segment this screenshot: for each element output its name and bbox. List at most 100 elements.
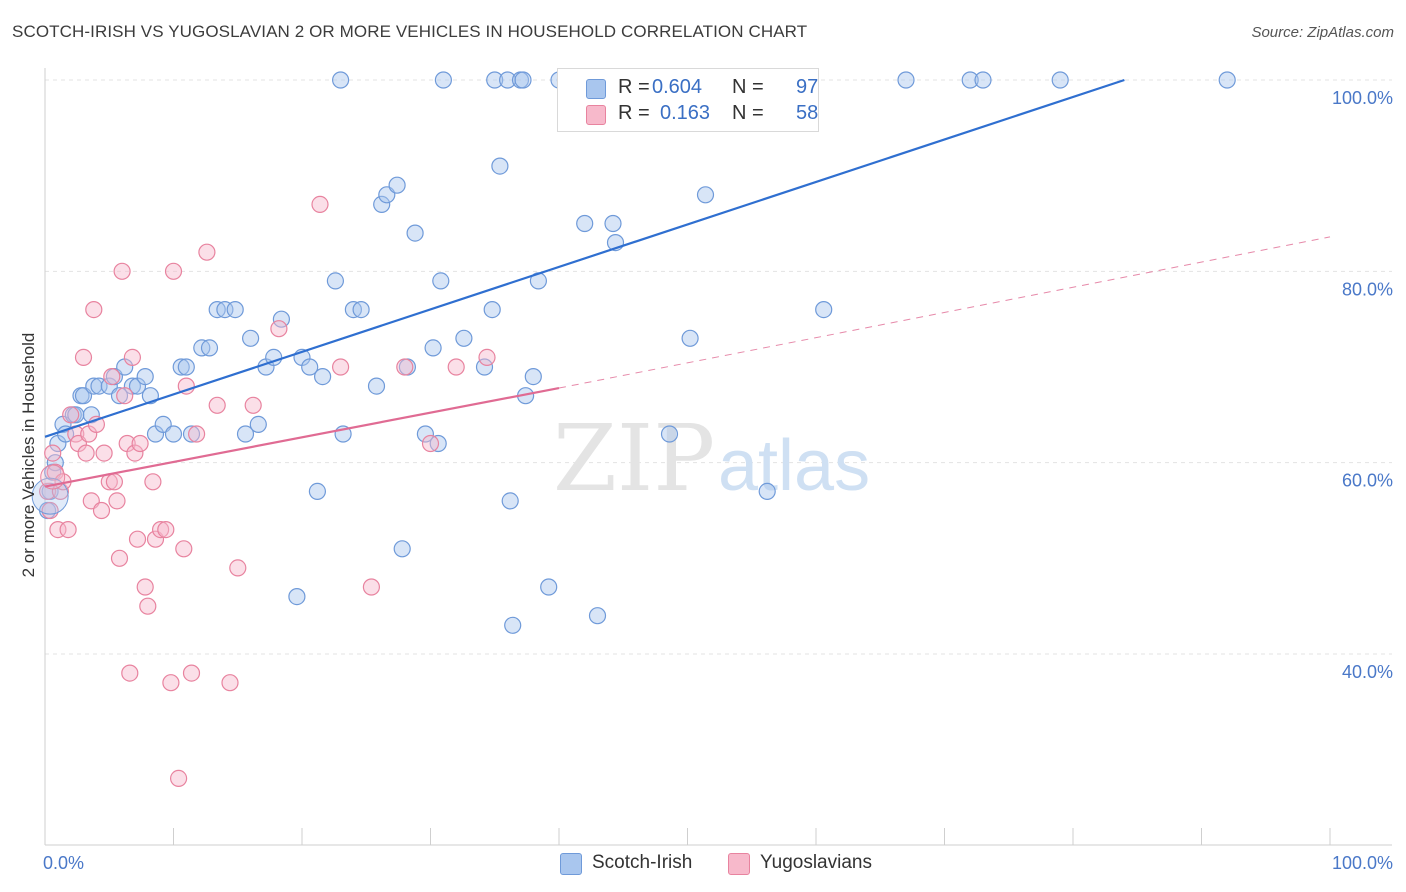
data-point <box>110 549 129 567</box>
data-point <box>660 425 679 443</box>
r-value: 0.604 <box>652 76 703 98</box>
data-point <box>128 530 147 548</box>
data-point <box>108 492 126 510</box>
data-point <box>576 214 594 233</box>
data-point <box>588 607 607 625</box>
data-point <box>504 616 522 634</box>
data-point <box>182 425 201 443</box>
data-point <box>1051 71 1069 89</box>
data-point <box>62 406 80 424</box>
data-point <box>326 272 344 290</box>
chart-title: SCOTCH-IRISH VS YUGOSLAVIAN 2 OR MORE VE… <box>12 22 808 41</box>
n-value: 97 <box>796 76 819 98</box>
data-point <box>308 482 326 500</box>
source-label: Source: ZipAtlas.com <box>1251 24 1394 41</box>
data-point <box>332 358 350 376</box>
data-point <box>59 520 77 539</box>
series-yugoslavians <box>38 195 496 788</box>
data-point <box>815 301 833 319</box>
n-value: 58 <box>796 102 819 124</box>
y-tick-label: 40.0% <box>1342 662 1393 682</box>
data-point <box>961 71 979 89</box>
data-point <box>406 224 424 242</box>
data-point <box>681 329 699 347</box>
data-point <box>696 186 715 204</box>
data-point <box>170 769 188 788</box>
legend-swatch-pink <box>728 853 750 875</box>
data-point <box>478 348 496 366</box>
data-point <box>491 157 509 175</box>
data-point <box>244 396 262 414</box>
data-point <box>314 368 332 386</box>
watermark-zip: ZIP <box>553 405 715 512</box>
data-point <box>221 674 239 692</box>
data-point <box>105 473 124 491</box>
y-tick-label: 60.0% <box>1342 471 1393 491</box>
y-tick-label: 80.0% <box>1342 279 1393 299</box>
data-point <box>49 520 67 539</box>
data-point <box>1218 71 1236 89</box>
trend-lines <box>44 78 1331 488</box>
data-point <box>116 387 134 405</box>
data-point <box>524 368 542 386</box>
data-point <box>226 301 244 319</box>
series-scotch-irish <box>38 71 1236 634</box>
data-point <box>367 377 386 395</box>
data-point <box>164 425 183 443</box>
data-point <box>393 540 411 558</box>
data-point <box>121 664 139 682</box>
trend-line-yugoslavians <box>558 236 1331 389</box>
data-point <box>41 501 59 520</box>
legend-swatch-blue <box>560 853 582 875</box>
data-point <box>416 425 434 443</box>
data-point <box>974 71 992 89</box>
r-value: 0.163 <box>660 102 711 124</box>
data-point <box>301 358 319 376</box>
data-point <box>92 501 111 520</box>
data-point <box>373 195 391 213</box>
data-point <box>311 195 329 213</box>
data-point <box>136 368 154 386</box>
data-point <box>139 597 157 615</box>
data-point <box>421 434 440 453</box>
data-point <box>897 71 915 89</box>
stats-legend: R = 0.604 N = 97 R = 0.163 N = 58 <box>557 68 819 132</box>
watermark-atlas: atlas <box>718 426 870 506</box>
data-point <box>208 396 226 414</box>
data-point <box>44 444 62 462</box>
data-point <box>483 301 501 319</box>
data-point <box>362 578 380 596</box>
data-point <box>501 492 519 510</box>
legend-swatch-blue <box>586 79 606 99</box>
data-point <box>164 262 183 280</box>
data-point <box>175 540 193 558</box>
data-point <box>242 329 260 347</box>
data-point <box>103 368 121 386</box>
data-point <box>200 339 219 357</box>
data-point <box>162 674 180 692</box>
data-point <box>144 473 162 491</box>
data-point <box>388 176 406 194</box>
data-point <box>126 444 144 462</box>
y-tick-label: 100.0% <box>1332 88 1393 108</box>
data-point <box>332 71 350 89</box>
grid-lines <box>45 79 1392 655</box>
n-label: N = <box>732 76 764 98</box>
tick-labels: 40.0% 60.0% 80.0% 100.0% 0.0% 100.0% <box>43 88 1393 873</box>
data-point <box>540 578 558 596</box>
data-point <box>447 358 465 376</box>
data-point <box>288 587 306 606</box>
data-point <box>758 482 776 500</box>
data-point <box>229 559 247 577</box>
data-point <box>152 520 170 539</box>
data-point <box>82 406 100 424</box>
data-point <box>455 329 473 347</box>
n-label: N = <box>732 102 764 124</box>
data-point <box>177 377 195 395</box>
legend-label: Scotch-Irish <box>592 852 693 873</box>
data-point <box>604 214 622 233</box>
data-point <box>188 425 206 443</box>
data-point <box>177 358 195 376</box>
data-point <box>95 444 113 462</box>
